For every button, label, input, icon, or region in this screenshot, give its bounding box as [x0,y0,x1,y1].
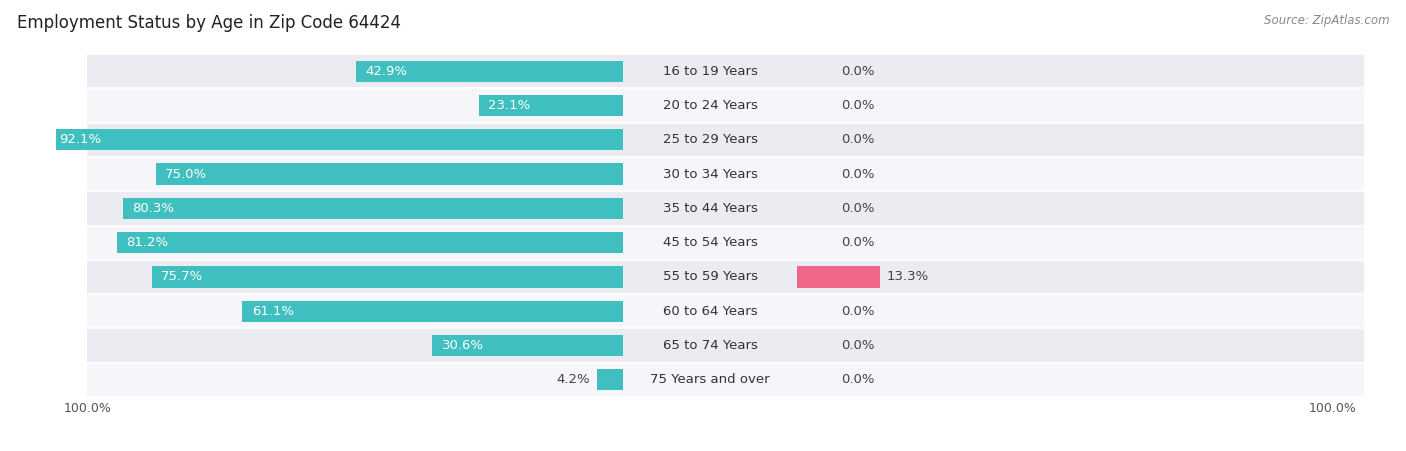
Text: 16 to 19 Years: 16 to 19 Years [662,65,758,78]
Bar [87,191,1406,226]
Bar [87,294,1406,328]
Text: Employment Status by Age in Zip Code 64424: Employment Status by Age in Zip Code 644… [17,14,401,32]
Bar [87,88,1406,123]
Bar [122,198,623,219]
Bar [156,163,623,185]
Text: 80.3%: 80.3% [132,202,174,215]
Text: 25 to 29 Years: 25 to 29 Years [662,133,758,146]
Text: 4.2%: 4.2% [557,373,591,386]
Bar [117,232,623,253]
Bar [356,60,623,82]
Text: 45 to 54 Years: 45 to 54 Years [662,236,758,249]
Bar [432,335,623,356]
Bar [87,260,1406,294]
Text: 81.2%: 81.2% [127,236,169,249]
Text: 0.0%: 0.0% [841,339,875,352]
Text: 92.1%: 92.1% [59,133,101,146]
Text: 23.1%: 23.1% [488,99,530,112]
Bar [152,266,623,288]
Text: 30 to 34 Years: 30 to 34 Years [662,168,758,180]
Text: 0.0%: 0.0% [841,133,875,146]
Text: 42.9%: 42.9% [366,65,408,78]
Text: 0.0%: 0.0% [841,202,875,215]
Bar [87,123,1406,157]
Bar [479,95,623,116]
Text: 0.0%: 0.0% [841,373,875,386]
Bar [87,226,1406,260]
Text: 20 to 24 Years: 20 to 24 Years [662,99,758,112]
Text: 35 to 44 Years: 35 to 44 Years [662,202,758,215]
Text: 30.6%: 30.6% [441,339,484,352]
Text: 0.0%: 0.0% [841,99,875,112]
Text: 13.3%: 13.3% [886,271,928,283]
Text: 65 to 74 Years: 65 to 74 Years [662,339,758,352]
Text: 75.0%: 75.0% [165,168,207,180]
Bar [49,129,623,151]
Text: Source: ZipAtlas.com: Source: ZipAtlas.com [1264,14,1389,27]
Bar [797,266,880,288]
Text: 75 Years and over: 75 Years and over [650,373,770,386]
Text: 0.0%: 0.0% [841,168,875,180]
Text: 0.0%: 0.0% [841,305,875,318]
Text: 0.0%: 0.0% [841,236,875,249]
Text: 60 to 64 Years: 60 to 64 Years [662,305,758,318]
Bar [87,157,1406,191]
Text: 0.0%: 0.0% [841,65,875,78]
Text: 55 to 59 Years: 55 to 59 Years [662,271,758,283]
Bar [87,363,1406,397]
Bar [596,369,623,391]
Bar [242,300,623,322]
Bar [87,54,1406,88]
Bar [87,328,1406,363]
Text: 75.7%: 75.7% [160,271,202,283]
Text: 61.1%: 61.1% [252,305,294,318]
